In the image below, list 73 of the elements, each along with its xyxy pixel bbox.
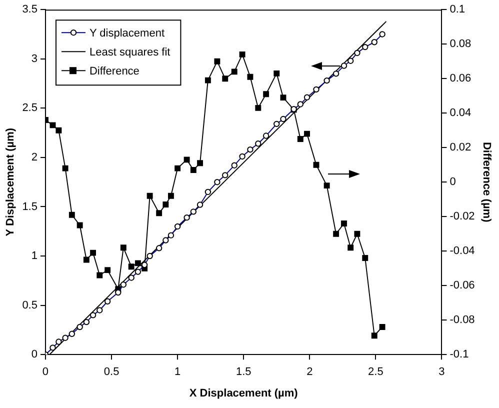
y2-tick-label: -0.04 bbox=[450, 245, 475, 258]
x-tick-label: 0 bbox=[42, 366, 49, 378]
point bbox=[348, 244, 354, 251]
y-tick-label: 2.5 bbox=[22, 102, 38, 114]
y-axis-title: Y Displacement (µm) bbox=[4, 128, 17, 236]
y-tick-label: 3.5 bbox=[22, 4, 38, 16]
point bbox=[50, 122, 56, 128]
y2-axis-title: Difference (µm) bbox=[480, 142, 492, 223]
y2-tick-label: 0.1 bbox=[450, 4, 466, 16]
y-tick-label: 0 bbox=[31, 348, 38, 361]
point bbox=[297, 136, 304, 142]
y-tick-label: 1 bbox=[31, 250, 38, 262]
x-tick-label: 0.5 bbox=[104, 366, 120, 378]
x-tick-label: 3 bbox=[438, 366, 445, 378]
point bbox=[255, 104, 262, 111]
point bbox=[96, 272, 103, 278]
point bbox=[190, 167, 196, 173]
y-tick-label: 0.5 bbox=[22, 299, 38, 312]
point bbox=[313, 162, 320, 168]
point bbox=[274, 70, 280, 76]
x-tick-label: 1 bbox=[174, 366, 181, 378]
point bbox=[362, 255, 368, 261]
point bbox=[231, 68, 238, 75]
point bbox=[333, 230, 340, 237]
x-axis-title: X Displacement (µm) bbox=[189, 387, 298, 400]
point bbox=[56, 127, 62, 134]
y2-tick-label: 0 bbox=[450, 176, 456, 188]
x-tick-label: 2 bbox=[306, 366, 313, 378]
point bbox=[134, 260, 141, 266]
y-tick-label: 2 bbox=[31, 151, 38, 164]
point bbox=[104, 267, 111, 274]
point bbox=[83, 256, 90, 263]
point bbox=[354, 230, 360, 237]
point bbox=[62, 165, 68, 172]
legend-label: Difference bbox=[89, 66, 140, 78]
y2-tick-label: 0.06 bbox=[450, 72, 472, 85]
point bbox=[120, 244, 126, 251]
point bbox=[222, 76, 228, 82]
point bbox=[304, 130, 310, 137]
point bbox=[128, 264, 134, 270]
point bbox=[239, 51, 246, 58]
point bbox=[90, 250, 96, 256]
y-tick-label: 1.5 bbox=[22, 200, 38, 213]
y-tick-label: 3 bbox=[31, 52, 38, 65]
point bbox=[76, 222, 83, 228]
point bbox=[184, 156, 190, 163]
legend-label: Least squares fit bbox=[89, 46, 170, 59]
x-tick-label: 1.5 bbox=[236, 366, 252, 378]
y2-tick-label: 0.04 bbox=[450, 107, 472, 120]
y2-tick-label: -0.06 bbox=[450, 280, 475, 292]
point bbox=[156, 210, 162, 216]
y2-tick-label: -0.1 bbox=[450, 348, 469, 361]
point bbox=[371, 332, 378, 339]
y2-tick-label: -0.08 bbox=[450, 314, 475, 326]
point bbox=[68, 212, 75, 218]
point bbox=[214, 58, 220, 64]
point bbox=[168, 192, 174, 199]
point bbox=[146, 192, 153, 199]
y2-tick-label: 0.08 bbox=[450, 38, 472, 50]
point bbox=[162, 202, 169, 208]
point bbox=[263, 91, 270, 98]
point bbox=[379, 324, 386, 330]
point bbox=[280, 94, 286, 101]
point bbox=[174, 165, 181, 172]
y2-tick-label: -0.02 bbox=[450, 210, 475, 223]
point bbox=[197, 160, 203, 166]
legend-label: Y displacement bbox=[89, 28, 165, 40]
point bbox=[204, 77, 211, 84]
point bbox=[324, 182, 330, 189]
point bbox=[341, 220, 347, 226]
point bbox=[247, 74, 254, 80]
x-tick-label: 2.5 bbox=[368, 366, 384, 378]
y2-tick-label: 0.02 bbox=[450, 142, 472, 154]
